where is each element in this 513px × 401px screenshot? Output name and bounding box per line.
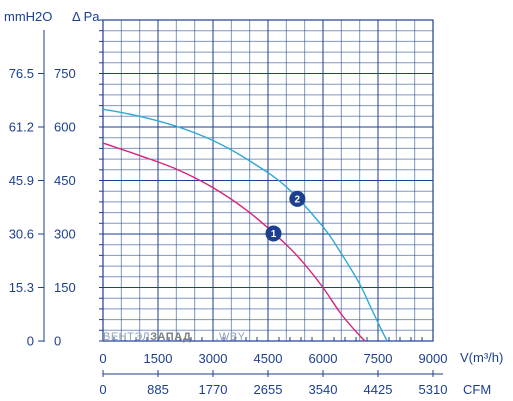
pa-tick-label: 750 [54,66,76,81]
mmh2o-tick-label: 76.5 [9,66,34,81]
curve-2 [102,108,388,342]
x-tick-label: 3000 [199,351,228,366]
cfm-tick-label: 885 [147,382,169,397]
mmh2o-tick-label: 30.6 [9,227,34,242]
pa-tick-label: 150 [54,280,76,295]
curve-marker-1: 1 [265,225,282,242]
pa-tick-label: 450 [54,173,76,188]
pa-tick-label: 300 [54,227,76,242]
plot-frame [102,19,434,342]
curve-marker-label: 2 [295,194,301,205]
x-tick-label: 4500 [254,351,283,366]
x-tick-label: 7500 [364,351,393,366]
curve-marker-label: 1 [271,229,277,240]
pa-tick-label: 0 [54,334,61,349]
unit-mmh2o: mmH2O [4,9,52,24]
cfm-tick-label: 1770 [199,382,228,397]
x-tick-label: 1500 [144,351,173,366]
cfm-tick-label: 4425 [364,382,393,397]
cfm-tick-label: 0 [99,382,106,397]
cfm-tick-label: 3540 [309,382,338,397]
curve-1 [102,142,366,342]
mmh2o-tick-label: 15.3 [9,280,34,295]
grid [43,19,434,342]
unit-cfm: CFM [463,382,491,397]
watermark-part-3: .WBY [215,331,245,343]
curve-marker-2: 2 [289,190,306,207]
mmh2o-tick-label: 45.9 [9,173,34,188]
cfm-tick-label: 2655 [254,382,283,397]
watermark-part-2: ЗАПАД [150,331,191,343]
curves: 12 [102,108,388,342]
cfm-tick-label: 5310 [419,382,448,397]
x-tick-label: 6000 [309,351,338,366]
watermark-part-1: ВЕНТЭЛ [103,331,150,343]
unit-pa: Δ Pa [72,9,100,24]
mmh2o-tick-label: 0 [27,334,34,349]
x-tick-label: 0 [99,351,106,366]
x-tick-label: 9000 [419,351,448,366]
mmh2o-tick-label: 61.2 [9,120,34,135]
watermark: ВЕНТЭЛЗАПАД .WBY [103,331,246,343]
pa-tick-label: 600 [54,120,76,135]
unit-flow: V(m³/h) [460,350,503,365]
